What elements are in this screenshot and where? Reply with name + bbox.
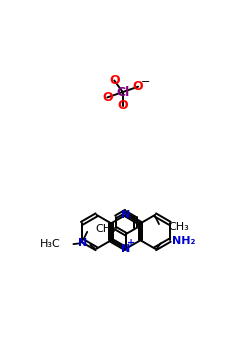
Text: O: O	[102, 91, 113, 104]
Text: NH₂: NH₂	[172, 236, 196, 246]
Text: O: O	[118, 99, 128, 112]
Text: N: N	[78, 238, 87, 247]
Text: CH₃: CH₃	[95, 224, 116, 234]
Text: Cl: Cl	[116, 85, 129, 99]
Text: +: +	[127, 238, 135, 248]
Text: N: N	[121, 210, 130, 220]
Text: CH₃: CH₃	[168, 222, 189, 232]
Text: N: N	[121, 244, 130, 254]
Text: O: O	[133, 80, 143, 93]
Text: −: −	[141, 77, 150, 87]
Text: O: O	[109, 74, 120, 87]
Text: H₃C: H₃C	[40, 239, 61, 249]
